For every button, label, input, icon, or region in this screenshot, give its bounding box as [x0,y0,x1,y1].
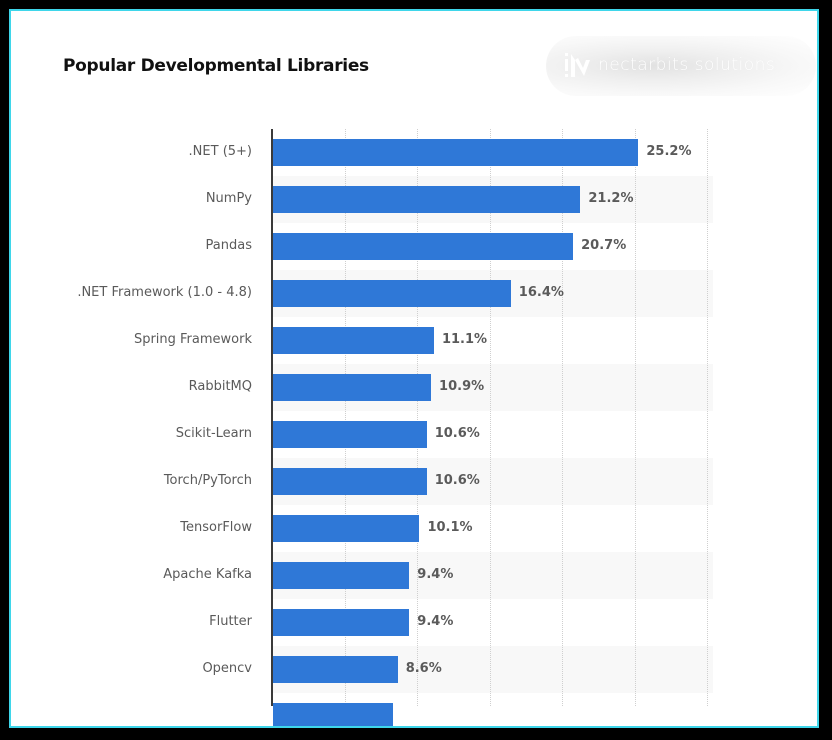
value-label: 9.4% [417,614,454,629]
category-label: .NET (5+) [188,144,252,159]
category-label: Scikit-Learn [175,426,252,441]
gridline [634,129,636,706]
bar-chart: .NET (5+) 25.2% NumPy 21.2% Pandas 20.7% .NET … [11,11,817,726]
category-label: TensorFlow [180,520,252,535]
bar [273,327,434,354]
gridline [417,129,418,706]
bar [273,421,427,448]
watermark-text: nectarbits solutions [598,55,776,75]
category-label: RabbitMQ [188,379,252,394]
value-label: 25.2% [646,144,692,159]
nectarbits-logo-icon [562,50,592,80]
gridline [344,129,346,706]
value-label: 10.9% [439,379,485,394]
bar-partial [273,703,394,726]
bar [273,233,574,260]
watermark: nectarbits solutions [546,36,816,96]
value-label: 20.7% [581,238,627,253]
y-axis-line [271,129,273,706]
bar [273,186,581,213]
bar [273,374,432,401]
chart-card: Popular Developmental Libraries nectarbi… [9,9,819,728]
value-label: 11.1% [441,332,488,347]
value-label: 10.6% [434,426,480,441]
value-label: 10.6% [434,473,480,488]
bar [273,609,410,636]
value-label: 8.6% [405,661,442,676]
category-label: Apache Kafka [163,567,252,582]
value-label: 16.4% [518,285,564,300]
chart-title: Popular Developmental Libraries [63,56,369,76]
bar [273,139,639,166]
bar [273,656,398,683]
bar [273,280,511,307]
category-label: Spring Framework [133,332,252,347]
bar [273,562,410,589]
gridline [562,129,563,706]
category-label: .NET Framework (1.0 - 4.8) [77,285,252,300]
value-label: 10.1% [427,520,473,535]
gridline [489,129,491,706]
category-label: Pandas [205,238,252,253]
bar [273,515,420,542]
bar [273,468,427,495]
value-label: 9.4% [417,567,454,582]
category-label: Opencv [202,661,252,676]
gridline [707,129,708,706]
category-label: Flutter [209,614,252,629]
category-label: NumPy [205,191,252,206]
category-label: Torch/PyTorch [163,473,252,488]
value-label: 21.2% [588,191,634,206]
